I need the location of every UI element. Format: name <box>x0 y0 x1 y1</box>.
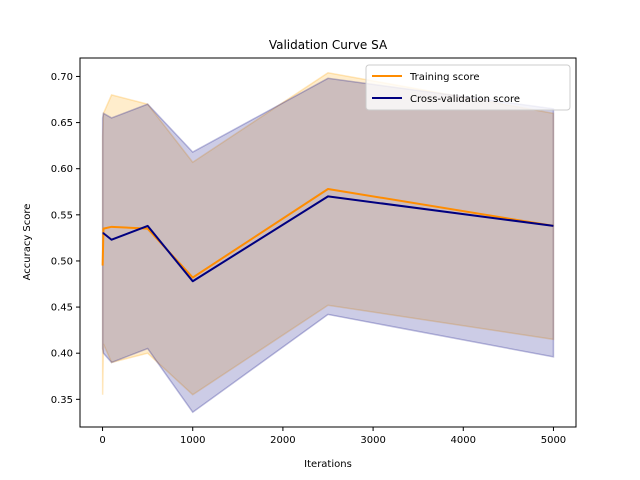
legend-box <box>365 64 571 111</box>
series-lines <box>101 188 554 283</box>
band-cross-validation <box>101 77 555 414</box>
y-axis-label: Accuracy Score <box>22 204 33 281</box>
x-tick-label: 2000 <box>270 435 295 446</box>
y-tick-label: 0.50 <box>51 256 73 267</box>
line-cross-validation <box>102 195 554 283</box>
y-tick-label: 0.40 <box>51 349 73 360</box>
line-training <box>101 188 554 279</box>
y-axis-ticks: 0.35 0.40 0.45 0.50 0.55 0.60 0.65 0.70 <box>51 72 80 406</box>
x-tick-label: 0 <box>99 435 105 446</box>
plot-frame <box>79 57 577 428</box>
y-tick-label: 0.45 <box>51 303 73 314</box>
y-tick-label: 0.60 <box>51 164 73 175</box>
legend-label-training: Training score <box>409 72 480 83</box>
chart-title: Validation Curve SA <box>269 38 388 52</box>
x-axis-ticks: 0 1000 2000 3000 4000 5000 <box>99 427 566 446</box>
legend: Training score Cross-validation score <box>365 64 571 111</box>
confidence-bands <box>101 71 555 414</box>
x-tick-label: 1000 <box>180 435 205 446</box>
x-tick-label: 4000 <box>451 435 476 446</box>
x-tick-label: 5000 <box>541 435 566 446</box>
x-axis-label: Iterations <box>304 459 352 470</box>
legend-label-cross-validation: Cross-validation score <box>410 94 520 105</box>
band-training <box>101 71 555 396</box>
y-tick-label: 0.35 <box>51 395 73 406</box>
y-tick-label: 0.65 <box>51 118 73 129</box>
y-tick-label: 0.55 <box>51 210 73 221</box>
x-tick-label: 3000 <box>360 435 385 446</box>
y-tick-label: 0.70 <box>51 72 73 83</box>
